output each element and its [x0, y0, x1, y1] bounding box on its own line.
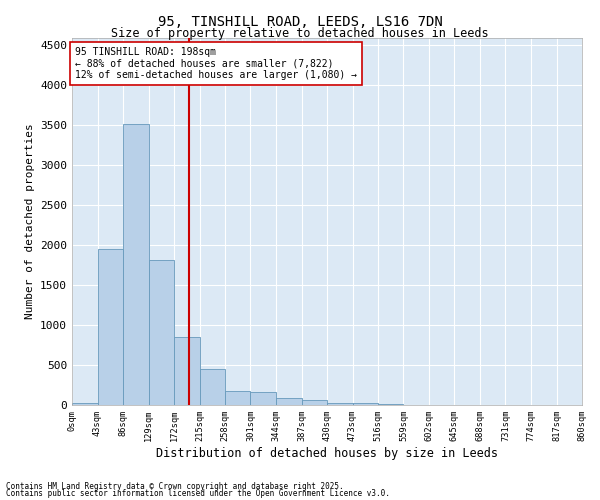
Text: 95 TINSHILL ROAD: 198sqm
← 88% of detached houses are smaller (7,822)
12% of sem: 95 TINSHILL ROAD: 198sqm ← 88% of detach…: [75, 47, 357, 80]
Y-axis label: Number of detached properties: Number of detached properties: [25, 124, 35, 319]
Bar: [149, 260, 174, 405]
Bar: [302, 400, 327, 405]
Bar: [174, 337, 199, 405]
Bar: [378, 404, 403, 405]
Bar: [276, 398, 302, 405]
Bar: [353, 404, 378, 405]
Text: Size of property relative to detached houses in Leeds: Size of property relative to detached ho…: [111, 28, 489, 40]
Bar: [123, 124, 149, 405]
Bar: [327, 402, 353, 405]
Text: Contains HM Land Registry data © Crown copyright and database right 2025.: Contains HM Land Registry data © Crown c…: [6, 482, 344, 491]
Text: Contains public sector information licensed under the Open Government Licence v3: Contains public sector information licen…: [6, 489, 390, 498]
X-axis label: Distribution of detached houses by size in Leeds: Distribution of detached houses by size …: [156, 447, 498, 460]
Text: 95, TINSHILL ROAD, LEEDS, LS16 7DN: 95, TINSHILL ROAD, LEEDS, LS16 7DN: [158, 15, 442, 29]
Bar: [97, 249, 123, 405]
Bar: [251, 392, 276, 405]
Bar: [199, 370, 225, 405]
Bar: [72, 402, 97, 405]
Bar: [225, 391, 251, 405]
